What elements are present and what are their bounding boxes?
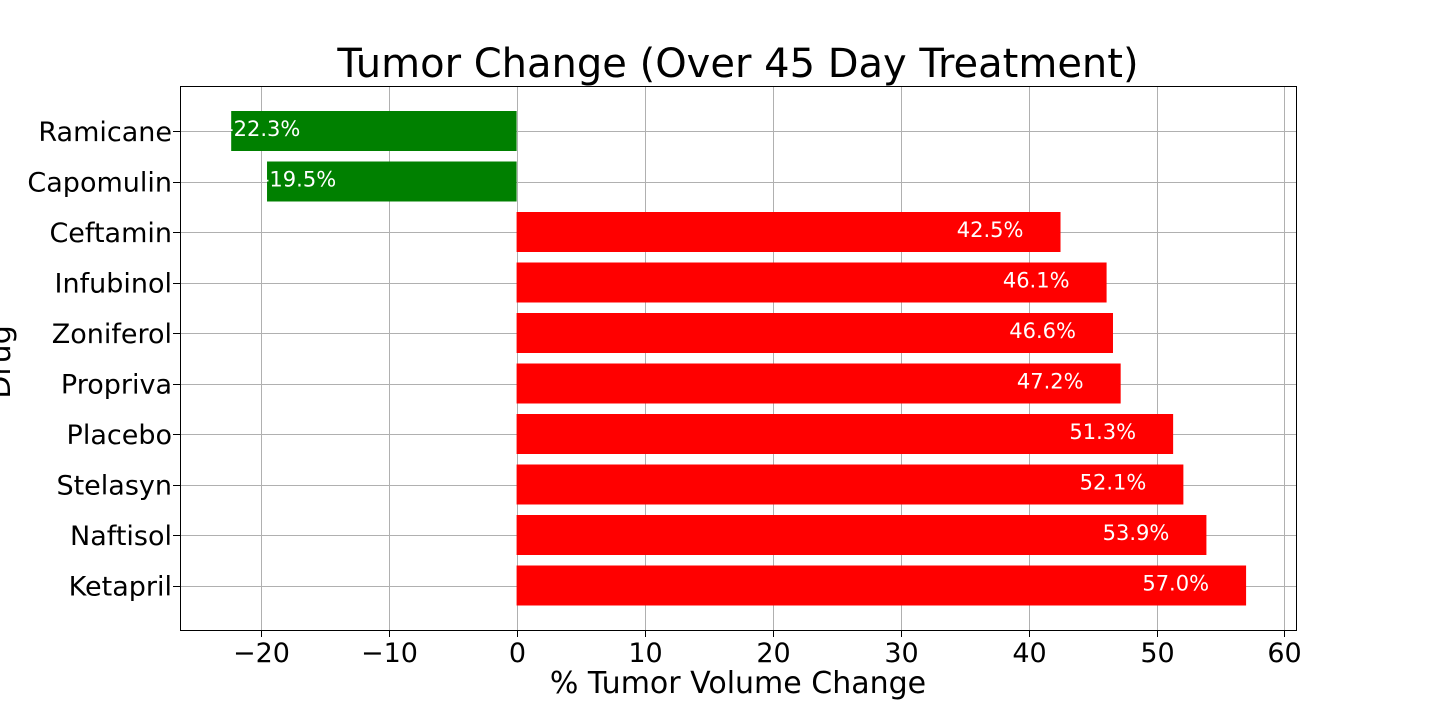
bar-value-label: 51.3%	[1069, 420, 1136, 444]
y-tick-label: Infubinol	[55, 269, 172, 300]
y-tick-label: Capomulin	[27, 168, 172, 199]
x-axis-ticks: −20 −10 0 10 20 30 40 50 60	[233, 630, 1302, 669]
y-tick-label: Ceftamin	[49, 218, 172, 249]
bar	[516, 262, 1107, 303]
y-axis-ticks: Ramicane Capomulin Ceftamin Infubinol Zonife…	[27, 117, 180, 603]
bar-value-label: 57.0%	[1142, 572, 1209, 596]
x-tick-label: 60	[1267, 638, 1301, 669]
y-tick-label: Zoniferol	[52, 319, 172, 350]
bar	[267, 161, 517, 202]
y-tick-label: Ketapril	[69, 572, 172, 603]
x-tick-label: −20	[233, 638, 290, 669]
bar-value-label: 46.1%	[1003, 269, 1070, 293]
bar	[516, 464, 1184, 505]
y-tick-label: Propriva	[61, 370, 172, 401]
bar	[516, 313, 1113, 353]
x-tick-label: 30	[884, 638, 918, 669]
bar	[231, 111, 517, 151]
bar	[516, 414, 1174, 454]
bar	[516, 565, 1247, 606]
chart-title: Tumor Change (Over 45 Day Treatment)	[336, 41, 1138, 87]
bar-value-label: -22.3%	[226, 117, 300, 141]
y-tick-label: Naftisol	[70, 521, 172, 552]
bar-labels: -22.3% -19.5% 42.5% 46.1% 46.6% 47.2% 51.3% 52.…	[226, 117, 1209, 596]
x-tick-label: 40	[1012, 638, 1046, 669]
bar-value-label: 46.6%	[1009, 319, 1076, 343]
bar	[516, 212, 1061, 252]
plot-frame	[180, 86, 1297, 631]
y-tick-label: Stelasyn	[56, 471, 172, 502]
bar-value-label: 52.1%	[1080, 471, 1147, 495]
bar	[516, 515, 1207, 555]
x-tick-label: 50	[1140, 638, 1174, 669]
x-axis-label: % Tumor Volume Change	[550, 666, 926, 701]
bar-value-label: -19.5%	[262, 168, 336, 192]
x-tick-label: 0	[509, 638, 526, 669]
x-tick-label: 20	[756, 638, 790, 669]
bar-value-label: 42.5%	[957, 218, 1024, 242]
bars	[231, 111, 1247, 606]
y-axis-label: Drug	[0, 325, 18, 399]
bar-value-label: 47.2%	[1017, 370, 1084, 394]
x-tick-label: −10	[361, 638, 418, 669]
y-tick-label: Ramicane	[38, 117, 172, 148]
x-tick-label: 10	[628, 638, 662, 669]
bar-value-label: 53.9%	[1103, 521, 1170, 545]
bar	[516, 363, 1121, 404]
y-tick-label: Placebo	[67, 420, 172, 451]
